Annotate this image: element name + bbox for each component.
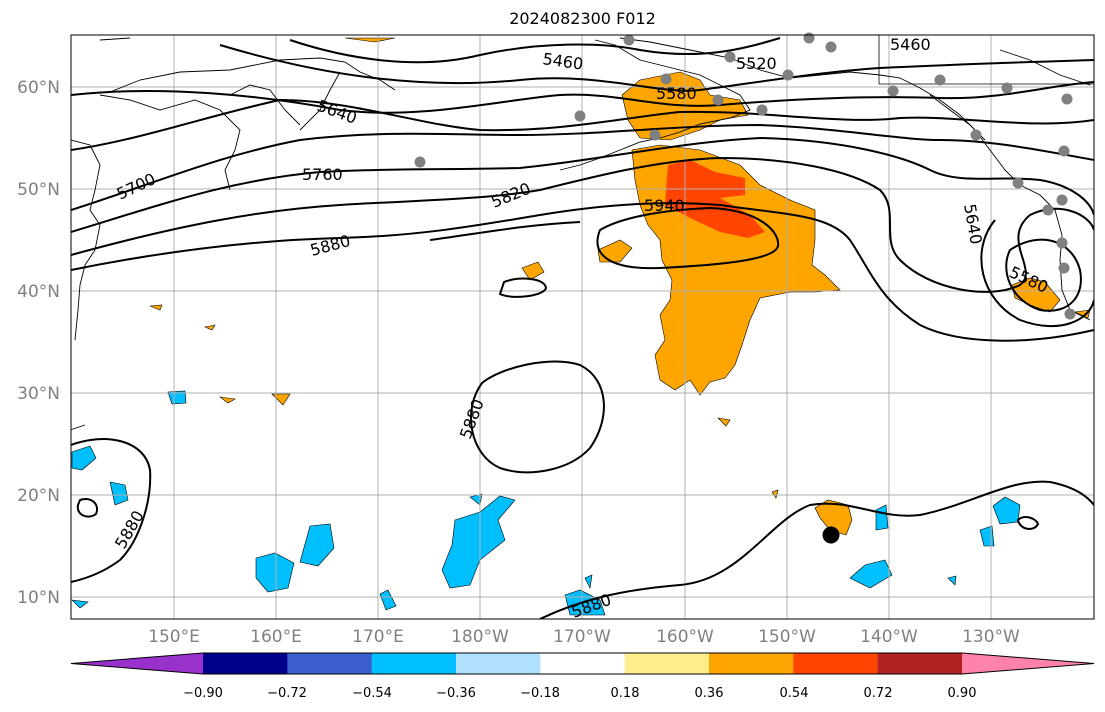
- shading-lightblue-negative: [71, 390, 1021, 616]
- figure-title: 2024082300 F012: [509, 9, 656, 28]
- colorbar-outline: [70, 652, 1095, 675]
- station-dot: [649, 129, 661, 141]
- colorbar-segment: [540, 653, 626, 674]
- height-contours: [71, 37, 1094, 619]
- colorbar-labels: −0.90 −0.72 −0.54 −0.36 −0.18 0.18 0.36 …: [183, 686, 976, 701]
- station-dot: [887, 85, 899, 97]
- station-dot: [660, 73, 672, 85]
- latitude-axis: 60°N 50°N 40°N 30°N 20°N 10°N: [17, 78, 60, 608]
- colorbar-tick-label: −0.36: [436, 686, 476, 701]
- lon-tick-label: 160°E: [250, 627, 302, 647]
- colorbar-tick-label: −0.54: [352, 686, 392, 701]
- lon-tick-label: 180°W: [451, 627, 509, 647]
- colorbar-tick-label: 0.90: [948, 686, 977, 701]
- coastlines: [71, 37, 1091, 431]
- lat-tick-label: 10°N: [17, 588, 60, 608]
- colorbar-tick-label: −0.72: [267, 686, 307, 701]
- colorbar: [70, 652, 1095, 675]
- contour-label: 5940: [644, 196, 685, 215]
- contour-label: 5640: [960, 202, 986, 245]
- station-dot: [623, 34, 635, 46]
- political-borders: [878, 35, 1094, 85]
- station-dot: [1061, 93, 1073, 105]
- lon-tick-label: 170°W: [553, 627, 611, 647]
- lon-tick-label: 150°W: [758, 627, 816, 647]
- lon-tick-label: 160°W: [656, 627, 714, 647]
- colorbar-segment: [709, 653, 794, 674]
- station-dot: [1056, 194, 1068, 206]
- station-dot: [1064, 308, 1076, 320]
- lat-tick-label: 20°N: [17, 486, 60, 506]
- contour-label: 5520: [736, 54, 777, 73]
- station-dot: [825, 41, 837, 53]
- colorbar-tick-label: 0.54: [780, 686, 809, 701]
- station-dot: [574, 110, 586, 122]
- colorbar-tick-label: 0.18: [611, 686, 640, 701]
- colorbar-segment: [456, 653, 541, 674]
- highlight-marker: [822, 526, 840, 544]
- colorbar-segment: [624, 653, 710, 674]
- station-dot: [934, 74, 946, 86]
- contour-label: 5700: [114, 169, 159, 203]
- longitude-axis: 150°E 160°E 170°E 180°W 170°W 160°W 150°…: [148, 627, 1020, 647]
- map-frame: [70, 34, 1095, 620]
- contour-label: 5880: [111, 507, 148, 552]
- station-dot: [1042, 204, 1054, 216]
- station-dot: [782, 69, 794, 81]
- contour-label: 5640: [315, 96, 360, 128]
- colorbar-tick-label: −0.18: [520, 686, 560, 701]
- station-dot: [1001, 82, 1013, 94]
- colorbar-segment: [203, 653, 288, 674]
- station-dot: [1058, 262, 1070, 274]
- lon-tick-label: 150°E: [148, 627, 200, 647]
- station-markers: [414, 32, 1076, 320]
- contour-label: 5580: [656, 84, 697, 103]
- lat-tick-label: 50°N: [17, 180, 60, 200]
- station-dot: [1058, 145, 1070, 157]
- contour-label: 5460: [541, 49, 584, 73]
- contour-labels: 5460 5460 5520 5580 5640 5700 5760 5820 …: [111, 35, 1051, 622]
- lat-tick-label: 60°N: [17, 78, 60, 98]
- colorbar-tick-label: 0.36: [695, 686, 724, 701]
- station-dot: [724, 51, 736, 63]
- colorbar-segment: [287, 653, 373, 674]
- lon-tick-label: 140°W: [860, 627, 918, 647]
- lat-tick-label: 30°N: [17, 384, 60, 404]
- station-dot: [970, 129, 982, 141]
- colorbar-segment: [793, 653, 879, 674]
- station-dot: [1056, 237, 1068, 249]
- contour-label: 5880: [456, 397, 488, 442]
- colorbar-segment: [877, 653, 963, 674]
- contour-label: 5820: [488, 179, 533, 212]
- colorbar-tick-label: 0.72: [864, 686, 893, 701]
- colorbar-extend-min: [71, 653, 203, 674]
- station-dot: [803, 32, 815, 44]
- lon-tick-label: 170°E: [352, 627, 404, 647]
- colorbar-segment: [371, 653, 457, 674]
- lat-tick-label: 40°N: [17, 282, 60, 302]
- contour-label: 5760: [302, 165, 343, 184]
- station-dot: [712, 94, 724, 106]
- contour-label: 5460: [890, 35, 931, 54]
- station-dot: [756, 104, 768, 116]
- station-dot: [1012, 177, 1024, 189]
- contour-label: 5880: [308, 231, 352, 260]
- colorbar-tick-label: −0.90: [183, 686, 223, 701]
- station-dot: [414, 156, 426, 168]
- gridlines: [71, 35, 1094, 619]
- lon-tick-label: 130°W: [962, 627, 1020, 647]
- shading-red-positive: [665, 160, 765, 238]
- colorbar-extend-max: [962, 653, 1094, 674]
